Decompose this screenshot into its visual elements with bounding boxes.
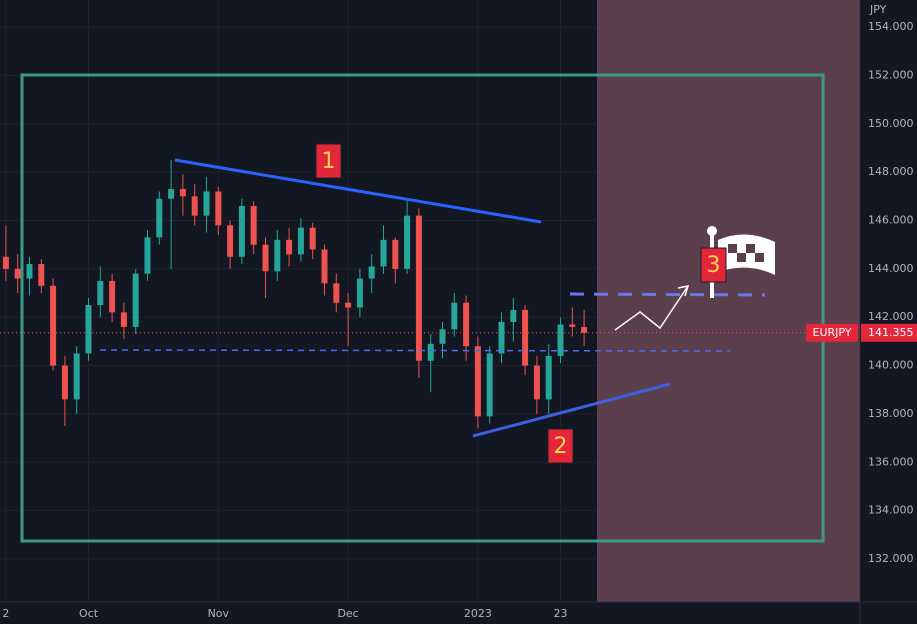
price-label: 141.355 [868, 326, 914, 339]
annotation: 3 [707, 253, 721, 278]
candle-body [345, 302, 352, 308]
candle-body [97, 280, 104, 306]
trend-line [174, 158, 542, 224]
x-tick-label: 2023 [464, 607, 492, 620]
candle-body [392, 239, 399, 269]
forecast-arrow [614, 285, 689, 331]
y-tick-label: 148.000 [868, 165, 914, 178]
y-tick-label: 138.000 [868, 407, 914, 420]
x-tick-label: Dec [337, 607, 358, 620]
candle-body [286, 239, 293, 255]
candle-body [109, 280, 116, 313]
candle-body [451, 302, 458, 330]
y-tick-label: 140.000 [868, 359, 914, 372]
x-tick-label: 23 [554, 607, 568, 620]
candle-body [581, 326, 588, 333]
y-tick-label: 146.000 [868, 213, 914, 226]
symbol-label: EURJPY [813, 326, 852, 339]
candle-body [215, 191, 222, 226]
candle-body [168, 189, 175, 199]
candle-body [227, 225, 234, 257]
candle-body [498, 322, 505, 354]
candle-body [156, 198, 163, 238]
trend-line [472, 382, 671, 438]
candle-body [557, 324, 564, 356]
candle-body [274, 239, 281, 272]
candle-body [474, 346, 481, 417]
annotation-box [547, 428, 574, 464]
candle-body [415, 215, 422, 361]
candle-body [179, 189, 186, 197]
annotation: 1 [322, 149, 336, 174]
candle-body [262, 244, 269, 272]
candle-body [333, 283, 340, 303]
y-tick-label: 150.000 [868, 117, 914, 130]
candle-body [404, 215, 411, 269]
range-box [20, 73, 825, 543]
candle-body [61, 365, 68, 400]
candle-body [132, 273, 139, 327]
y-tick-label: 144.000 [868, 262, 914, 275]
y-tick-label: 152.000 [868, 68, 914, 81]
annotation-box [700, 247, 727, 283]
candle-body [569, 324, 576, 327]
candle-body [14, 268, 21, 279]
annotation: 2 [554, 434, 568, 459]
candles [0, 160, 860, 429]
candle-body [309, 227, 316, 250]
x-tick-label: Nov [208, 607, 230, 620]
annotation-box [315, 143, 342, 179]
candle-body [463, 302, 470, 347]
y-tick-label: 142.000 [868, 310, 914, 323]
y-tick-label: 154.000 [868, 20, 914, 33]
candle-body [486, 353, 493, 417]
candle-body [545, 355, 552, 400]
candle-body [144, 237, 151, 274]
candle-body [321, 249, 328, 284]
candle-body [510, 309, 517, 323]
x-tick-label: 2 [2, 607, 9, 620]
candle-body [250, 205, 257, 245]
candle-body [368, 266, 375, 279]
axes: 132.000 134.000 136.000 138.000 140.000 142.0… [2, 20, 917, 620]
candle-body [120, 312, 127, 327]
candle-body [427, 343, 434, 361]
candle-body [238, 205, 245, 257]
candle-body [38, 264, 45, 286]
symbol-badge [806, 323, 858, 342]
candle-body [85, 305, 92, 354]
price-badge [861, 323, 917, 342]
candle-body [191, 196, 198, 216]
candle-body [522, 309, 529, 366]
y-tick-label: 132.000 [868, 552, 914, 565]
candle-body [203, 191, 210, 216]
target-line [569, 292, 766, 297]
currency-label: JPY [869, 3, 887, 16]
candle-body [533, 365, 540, 400]
candle-body [26, 264, 33, 279]
arrow-head [677, 285, 690, 297]
x-tick-label: Oct [79, 607, 99, 620]
candle-body [50, 285, 57, 366]
forecast-zone [597, 0, 860, 602]
candle-body [380, 239, 387, 267]
candle-body [297, 227, 304, 255]
candle-body [439, 329, 446, 344]
y-tick-label: 134.000 [868, 504, 914, 517]
candle-body [2, 256, 9, 269]
candle-body [73, 353, 80, 400]
candle-body [356, 278, 363, 308]
y-tick-label: 136.000 [868, 455, 914, 468]
